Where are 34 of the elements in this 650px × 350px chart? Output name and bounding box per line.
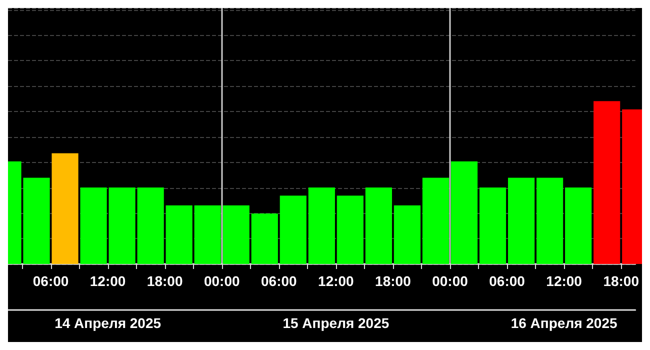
bar [108, 187, 136, 264]
bar [479, 187, 506, 264]
bar [508, 178, 535, 264]
bar [450, 161, 478, 264]
bar [251, 214, 278, 264]
bar [394, 205, 421, 264]
x-tick-label: 00:00 [204, 273, 240, 289]
bar [80, 187, 107, 264]
bar [52, 153, 78, 264]
text: 16 Апреля 2025 [510, 315, 618, 331]
x-tick-label: 12:00 [90, 273, 126, 289]
bar [536, 178, 564, 264]
bar [222, 205, 250, 264]
bar [137, 187, 164, 264]
x-tick-label: 06:00 [32, 273, 69, 289]
x-tick-label: 12:00 [546, 273, 582, 289]
x-tick-label: 18:00 [603, 273, 640, 289]
text: 14 Апреля 2025 [54, 315, 162, 331]
x-tick-label: 18:00 [375, 273, 412, 289]
x-tick-label: 06:00 [489, 273, 526, 289]
text: 15 Апреля 2025 [282, 315, 390, 331]
x-tick-label: 00:00 [432, 273, 468, 289]
bar [365, 187, 392, 264]
bar [166, 205, 192, 264]
x-tick-label: 18:00 [146, 273, 183, 289]
bar [336, 196, 364, 264]
bar [565, 187, 592, 264]
bar [594, 101, 620, 264]
bar [422, 178, 450, 264]
bar [194, 205, 221, 264]
x-tick-label: 06:00 [260, 273, 298, 289]
bar [280, 196, 306, 264]
x-tick-label: 12:00 [318, 273, 354, 289]
bar [308, 187, 335, 264]
